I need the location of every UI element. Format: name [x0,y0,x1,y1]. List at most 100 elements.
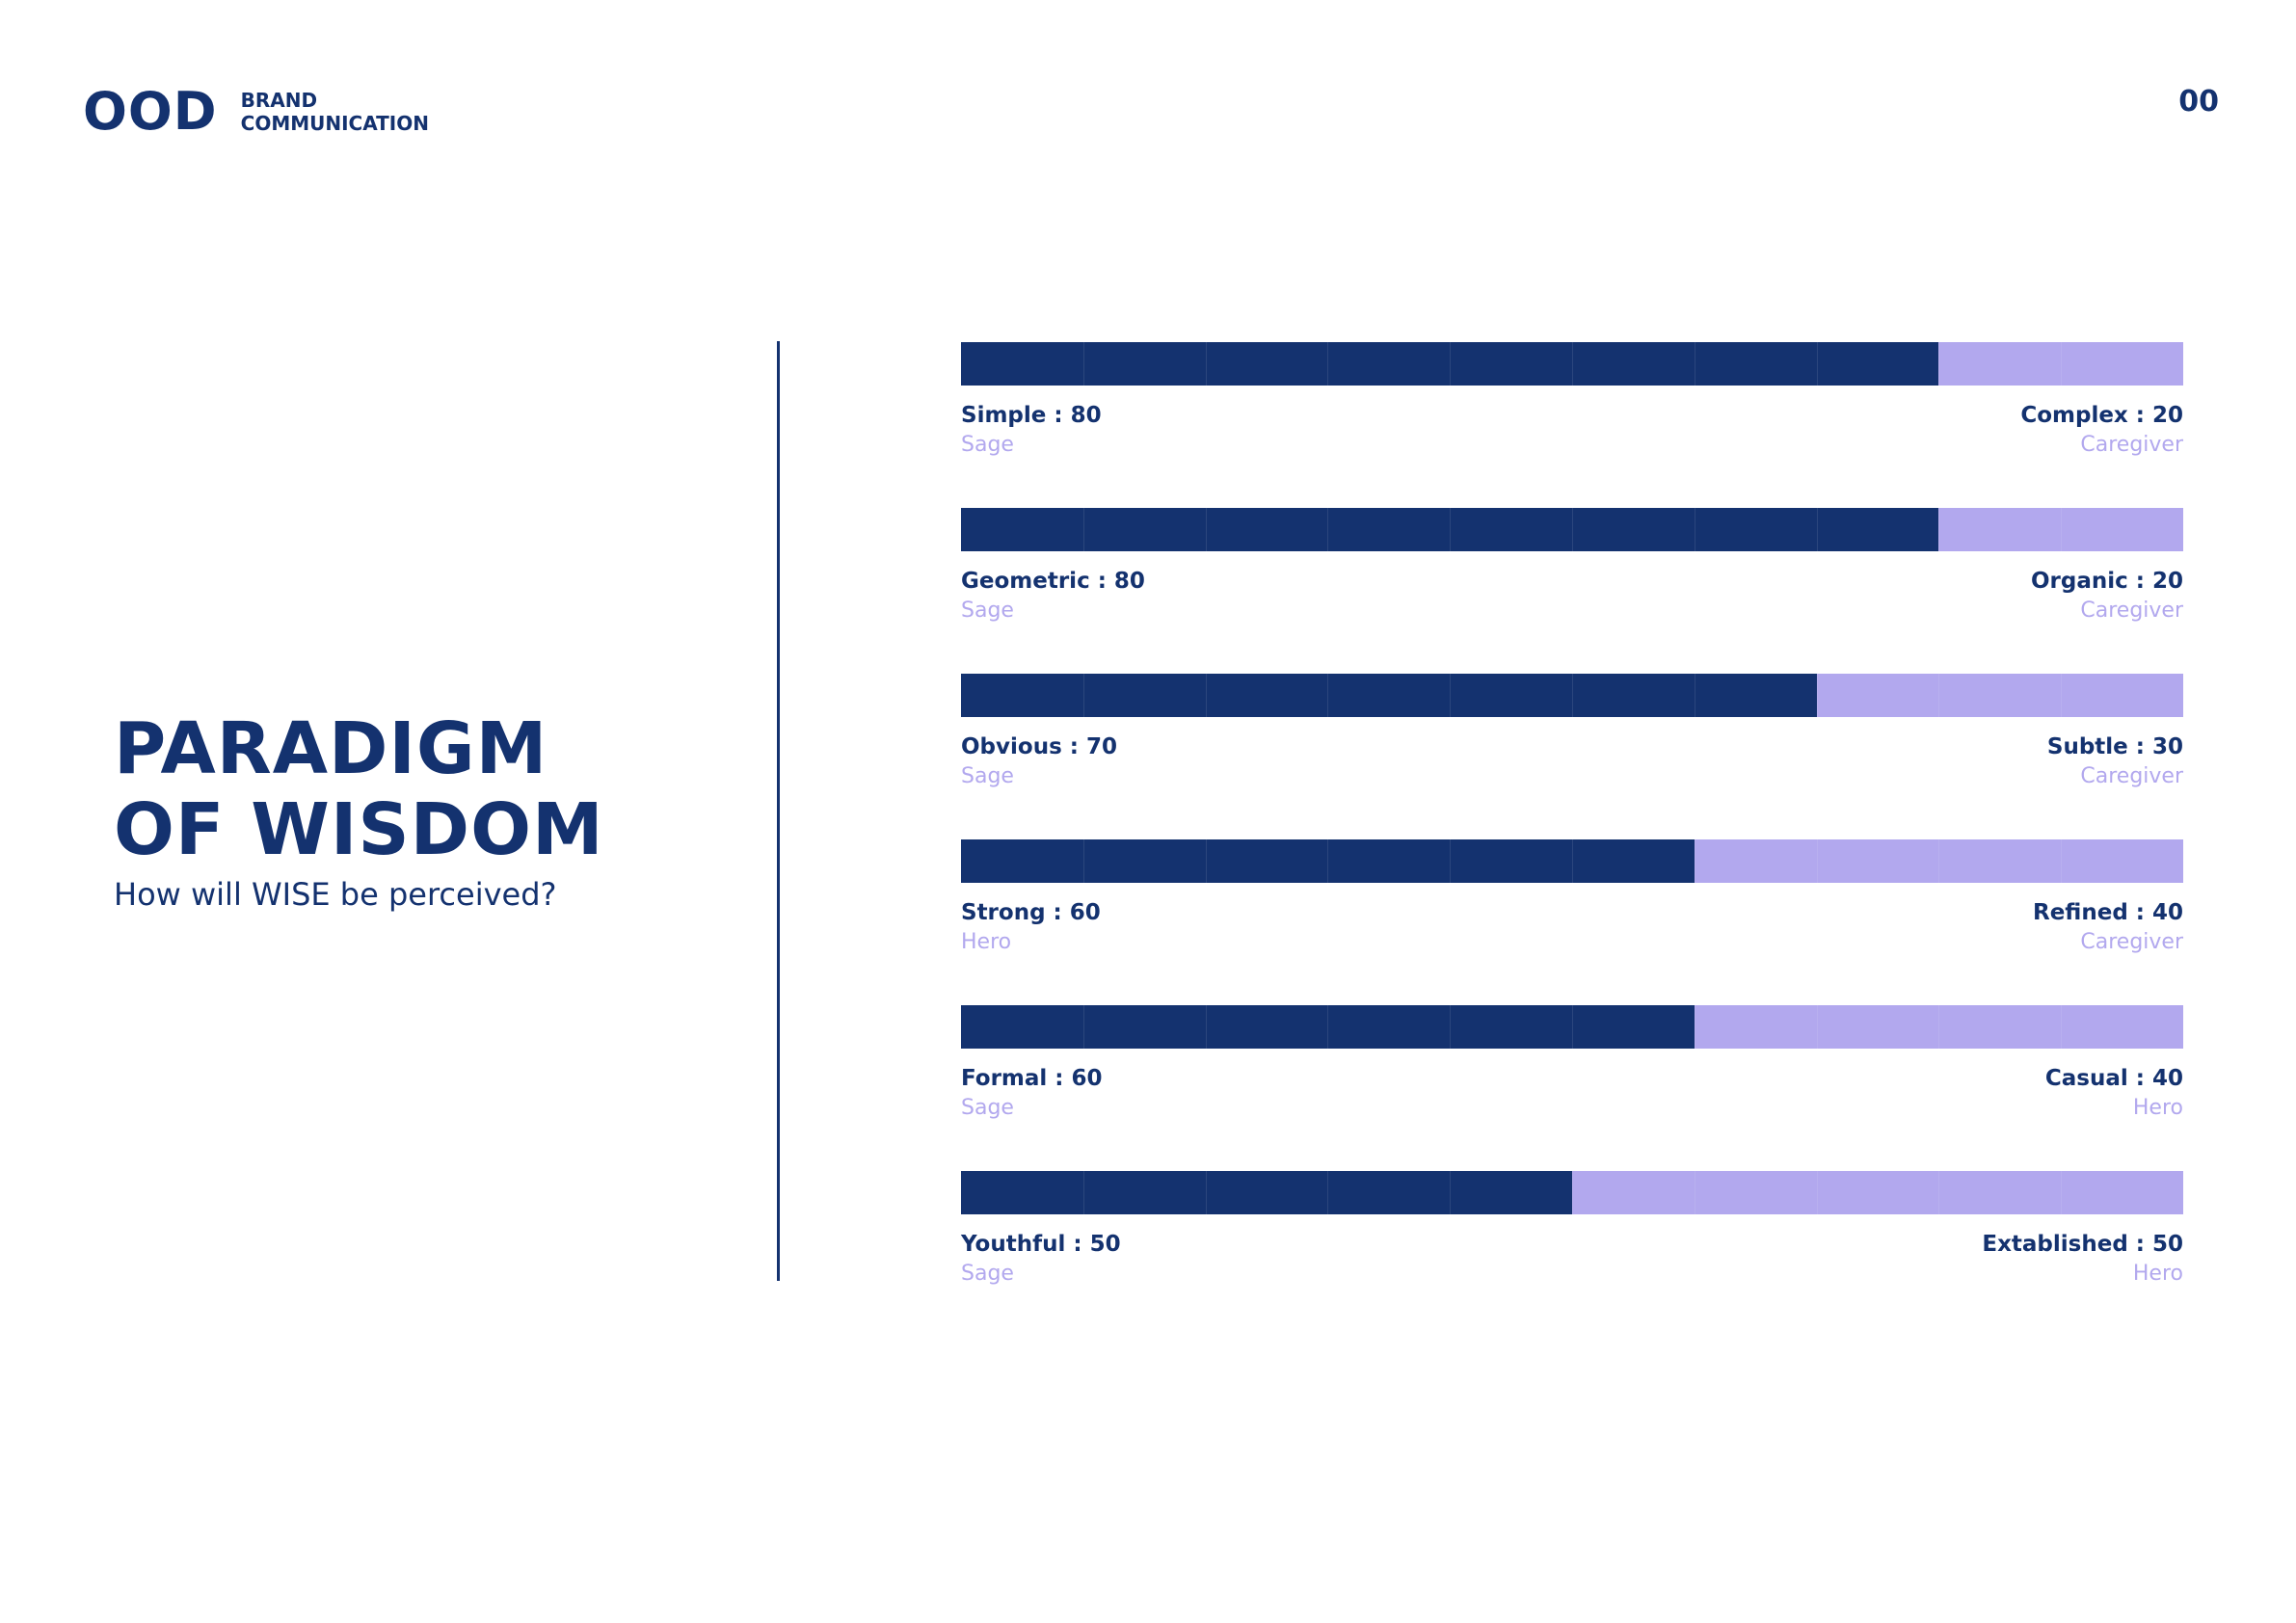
bar-segment-divider [1082,342,1084,386]
bar-fill [961,674,1817,717]
right-archetype-label: Hero [2132,1096,2183,1120]
bar-segment-divider [2061,342,2063,386]
left-trait-label: Geometric : 80 [961,569,1145,594]
brand-logo: OOD BRAND COMMUNICATION [83,81,429,142]
left-trait-label: Youthful : 50 [961,1232,1121,1257]
bar-segment-divider [2061,508,2063,551]
left-archetype-label: Sage [961,764,1014,788]
bar-segment-divider [1327,674,1329,717]
bar-segment-divider [2061,674,2063,717]
bar-segment-divider [1205,1005,1207,1049]
bar-segment-divider [1327,839,1329,883]
bar-segment-divider [2061,1005,2063,1049]
bar-segment-divider [1450,1171,1452,1214]
chart-row: Simple : 80 Complex : 20 Sage Caregiver [961,342,2183,508]
bar-segment-divider [1572,674,1573,717]
chart-row: Obvious : 70 Subtle : 30 Sage Caregiver [961,674,2183,839]
page-subtitle: How will WISE be perceived? [114,876,557,913]
logo-mark: OOD [83,81,218,142]
bar-segment-divider [1572,1171,1573,1214]
page-title-line-1: PARADIGM [114,707,548,790]
bar-track [961,674,2183,717]
page-number: 00 [2178,85,2219,119]
bar-segment-divider [1082,1171,1084,1214]
bar-segment-divider [1816,1005,1818,1049]
bar-segment-divider [1082,839,1084,883]
bar-segment-divider [1816,508,1818,551]
logo-line-2: COMMUNICATION [240,111,429,135]
right-trait-label: Subtle : 30 [2046,734,2183,759]
bar-segment-divider [1082,674,1084,717]
bar-segment-divider [1450,508,1452,551]
bar-segment-divider [1327,1005,1329,1049]
logo-subtitle: BRAND COMMUNICATION [241,89,429,135]
page-title-line-2: OF WISDOM [114,788,604,871]
chart-row: Youthful : 50 Extablished : 50 Sage Hero [961,1171,2183,1337]
bar-segment-divider [1450,342,1452,386]
bar-segment-divider [1327,508,1329,551]
bar-segment-divider [1572,839,1573,883]
bar-segment-divider [1205,342,1207,386]
bar-segment-divider [1938,508,1940,551]
bar-segment-divider [2061,839,2063,883]
bar-segment-divider [1938,1171,1940,1214]
bar-track [961,508,2183,551]
bar-fill [961,1005,1695,1049]
bar-track [961,839,2183,883]
left-archetype-label: Hero [961,930,1012,954]
vertical-divider [777,341,780,1281]
paradigm-chart: Simple : 80 Complex : 20 Sage Caregiver Geom… [961,342,2183,1337]
right-archetype-label: Hero [2132,1262,2183,1286]
bar-segment-divider [1816,342,1818,386]
bar-segment-divider [1082,508,1084,551]
bar-segment-divider [1205,1171,1207,1214]
right-archetype-label: Caregiver [2080,930,2183,954]
right-archetype-label: Caregiver [2080,433,2183,457]
bar-segment-divider [1816,839,1818,883]
right-trait-label: Refined : 40 [2032,900,2183,925]
bar-segment-divider [1572,508,1573,551]
right-archetype-label: Caregiver [2080,764,2183,788]
right-trait-label: Organic : 20 [2031,569,2183,594]
bar-segment-divider [1205,674,1207,717]
bar-fill [961,342,1939,386]
bar-segment-divider [1816,674,1818,717]
bar-segment-divider [1938,839,1940,883]
right-trait-label: Extablished : 50 [1982,1232,2183,1257]
bar-segment-divider [1327,1171,1329,1214]
bar-track [961,1171,2183,1214]
bar-segment-divider [1205,508,1207,551]
right-archetype-label: Caregiver [2080,599,2183,623]
right-trait-label: Casual : 40 [2044,1066,2183,1091]
bar-segment-divider [1816,1171,1818,1214]
bar-track [961,1005,2183,1049]
logo-line-1: BRAND [240,88,318,112]
bar-segment-divider [1572,1005,1573,1049]
bar-segment-divider [1205,839,1207,883]
left-trait-label: Simple : 80 [961,403,1102,428]
bar-fill [961,839,1695,883]
bar-segment-divider [1572,342,1573,386]
bar-segment-divider [1450,674,1452,717]
left-trait-label: Strong : 60 [961,900,1101,925]
chart-row: Formal : 60 Casual : 40 Sage Hero [961,1005,2183,1171]
left-trait-label: Formal : 60 [961,1066,1103,1091]
left-trait-label: Obvious : 70 [961,734,1117,759]
bar-fill [961,1171,1572,1214]
bar-segment-divider [1938,342,1940,386]
left-archetype-label: Sage [961,433,1014,457]
bar-track [961,342,2183,386]
bar-segment-divider [1082,1005,1084,1049]
left-archetype-label: Sage [961,1262,1014,1286]
bar-segment-divider [1938,674,1940,717]
bar-segment-divider [1450,839,1452,883]
title-block: PARADIGM OF WISDOM How will WISE be perc… [114,708,604,913]
bar-segment-divider [1327,342,1329,386]
right-trait-label: Complex : 20 [2020,403,2183,428]
left-archetype-label: Sage [961,1096,1014,1120]
left-archetype-label: Sage [961,599,1014,623]
bar-fill [961,508,1939,551]
chart-row: Strong : 60 Refined : 40 Hero Caregiver [961,839,2183,1005]
bar-segment-divider [2061,1171,2063,1214]
